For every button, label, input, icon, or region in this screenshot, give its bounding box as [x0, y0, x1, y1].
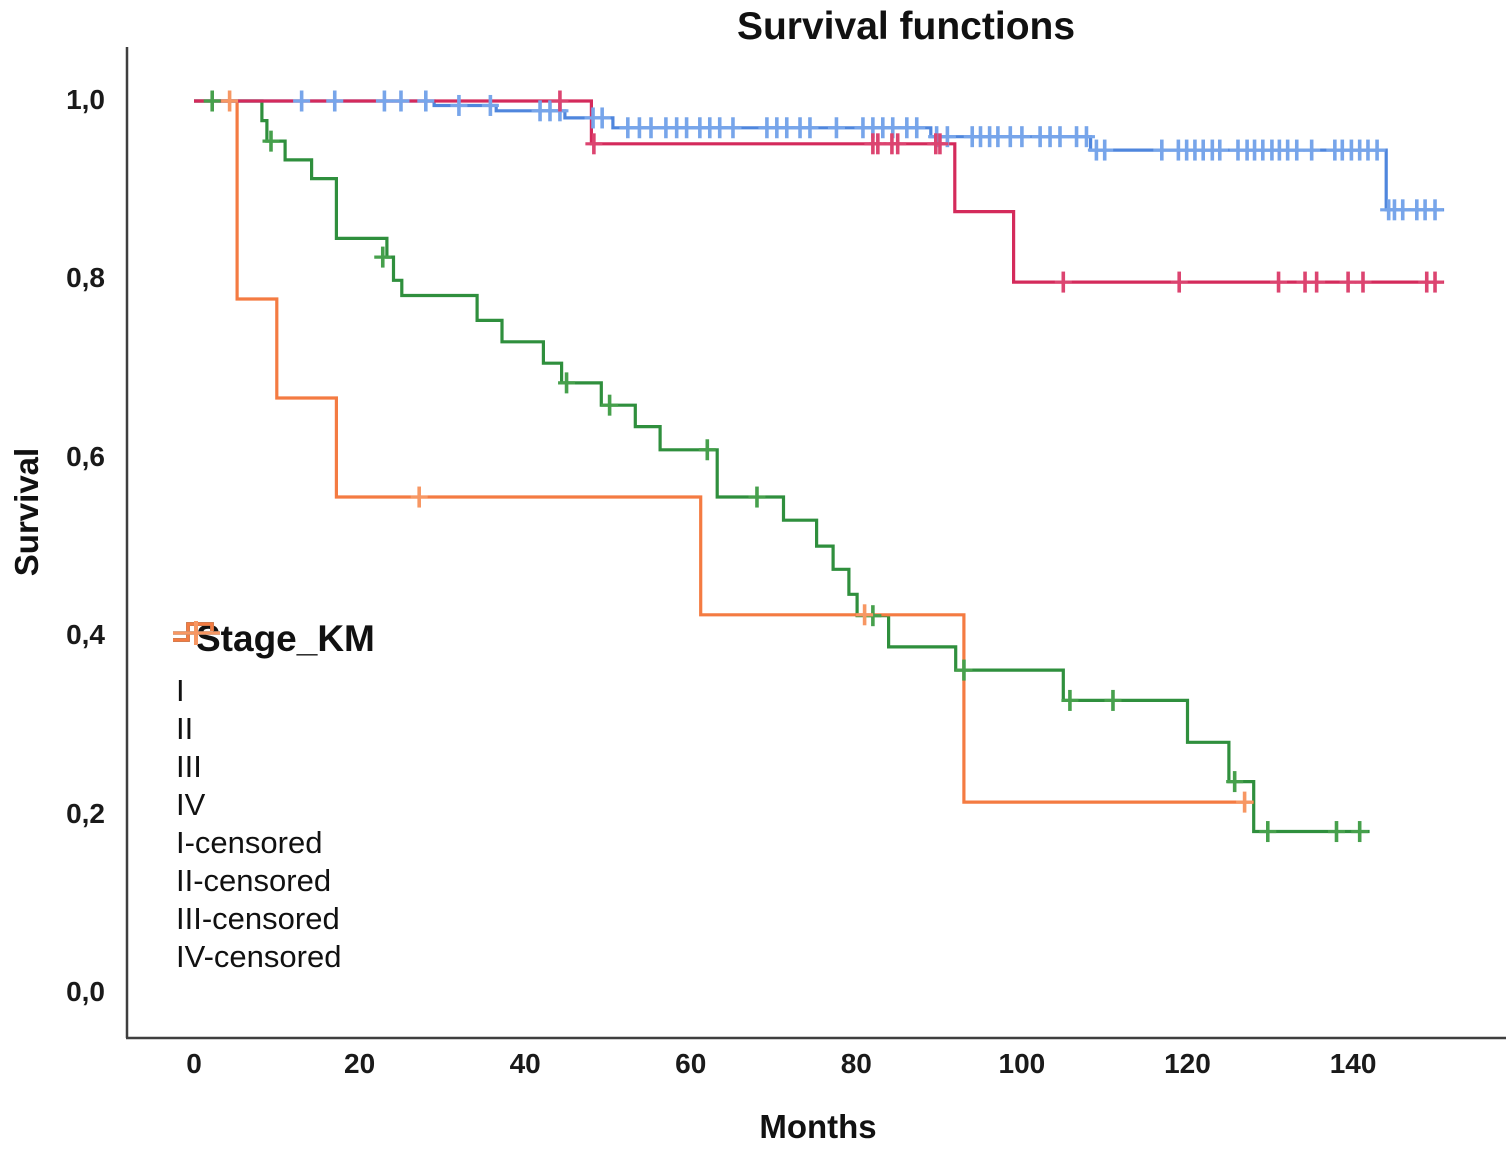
km-censors-III	[203, 90, 1369, 843]
legend-item-label: IV	[176, 787, 206, 822]
km-curve-IV	[194, 99, 1254, 804]
legend-item-label: I-censored	[176, 825, 323, 860]
legend: Stage_KM I II III IV I-censored II-censored II…	[170, 618, 375, 976]
chart-title: Survival functions	[736, 5, 1076, 48]
x-tick-label: 40	[509, 1048, 541, 1079]
x-axis-title: Months	[759, 1108, 877, 1145]
y-tick-label: 1,0	[66, 84, 105, 115]
legend-item-label: II	[176, 711, 194, 746]
legend-item-label: II-censored	[176, 863, 332, 898]
legend-item-III: III	[170, 622, 375, 786]
y-tick-label: 0,0	[66, 976, 105, 1007]
legend-item-II: II	[170, 622, 375, 748]
y-tick-label: 0,2	[66, 797, 105, 829]
legend-item-I: I	[170, 622, 375, 710]
km-curve-I	[194, 99, 1445, 212]
x-tick-label: 140	[1329, 1048, 1377, 1079]
x-tick-label: 120	[1164, 1048, 1211, 1079]
legend-title: Stage_KM	[196, 618, 375, 659]
km-censors-II	[551, 90, 1444, 293]
x-tick-label: 20	[344, 1048, 376, 1079]
legend-item-label: III-censored	[176, 901, 340, 936]
y-tick-label: 0,4	[66, 619, 105, 651]
legend-item-label: III	[176, 749, 202, 784]
legend-item-III-censored: II I-censored	[170, 621, 375, 938]
km-censors-IV	[221, 90, 1254, 813]
legend-item-I-censored: I-censored	[170, 621, 375, 862]
km-censors-I	[293, 90, 1444, 221]
x-tick-label: 0	[186, 1048, 202, 1079]
legend-item-label: I	[176, 673, 185, 708]
legend-item-II-censored: I I-censored	[170, 621, 375, 900]
x-tick-label: 60	[675, 1048, 707, 1079]
legend-item-IV: IV	[170, 622, 375, 824]
legend-items: I II III IV I-censored II-censored III-censore…	[170, 621, 375, 976]
km-curve-III	[194, 99, 1370, 834]
censor-plus-icon	[173, 621, 220, 645]
legend-item-IV-censored: IV-censored	[170, 621, 375, 976]
step-line-icon	[173, 622, 214, 642]
x-tick-label: 80	[840, 1048, 872, 1079]
y-tick-label: 0,8	[66, 262, 105, 294]
x-tick-label: 100	[998, 1048, 1046, 1079]
legend-item-label: IV-censored	[176, 939, 342, 974]
y-tick-label: 0,6	[66, 440, 105, 472]
